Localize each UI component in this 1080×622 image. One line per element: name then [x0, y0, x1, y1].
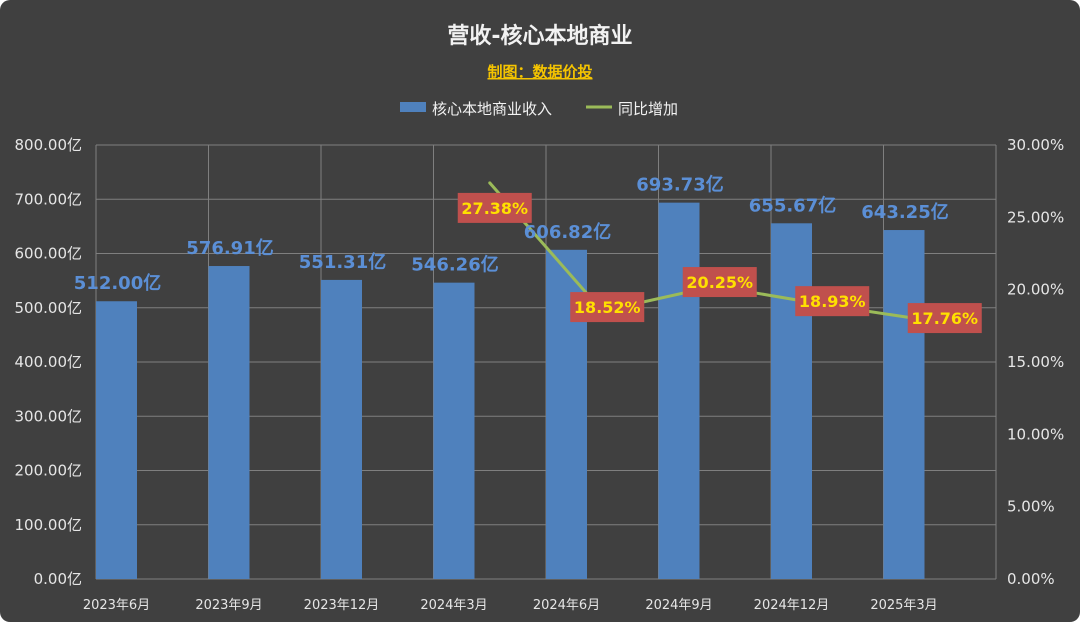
legend-label-bar: 核心本地商业收入	[432, 100, 552, 118]
y-axis-right: 0.00% 5.00% 10.00% 15.00% 20.00% 25.00% 30.00%	[1007, 136, 1064, 588]
x-tick-label: 2024年12月	[754, 598, 830, 613]
y-left-tick-label: 600.00亿	[15, 245, 83, 263]
pct-value-label: 18.52%	[574, 298, 641, 317]
y-right-tick-label: 0.00%	[1007, 570, 1055, 588]
bar-value-label: 551.31亿	[299, 251, 386, 273]
y-axis-left: 0.00亿 100.00亿 200.00亿 300.00亿 400.00亿 500.00亿…	[15, 136, 83, 588]
pct-value-label: 17.76%	[911, 309, 978, 328]
pct-value-label: 18.93%	[799, 292, 866, 311]
chart-title: 营收-核心本地商业	[447, 23, 632, 49]
pct-label-group: 17.76%	[907, 303, 982, 334]
y-left-tick-label: 200.00亿	[15, 462, 83, 480]
x-tick-label: 2024年3月	[420, 598, 487, 613]
legend-swatch-bar	[400, 102, 426, 112]
y-left-tick-label: 100.00亿	[15, 516, 83, 534]
y-left-tick-label: 400.00亿	[15, 353, 83, 371]
bar	[96, 301, 137, 579]
legend: 核心本地商业收入 同比增加	[400, 100, 678, 118]
yoy-point	[488, 181, 492, 185]
bar	[321, 279, 362, 579]
bar-value-label: 576.91亿	[186, 237, 273, 259]
y-left-tick-label: 500.00亿	[15, 299, 83, 317]
chart-subtitle: 制图：数据价投	[487, 63, 592, 81]
x-tick-label: 2023年9月	[195, 598, 262, 613]
bar-value-label: 643.25亿	[861, 201, 948, 223]
x-tick-label: 2023年6月	[83, 598, 150, 613]
y-left-tick-label: 700.00亿	[15, 190, 83, 208]
bar-value-label: 606.82亿	[524, 221, 611, 243]
pct-label-box	[570, 292, 645, 323]
y-right-tick-label: 10.00%	[1007, 425, 1064, 443]
pct-label-group: 18.93%	[795, 286, 870, 317]
bar-value-label: 655.67亿	[749, 194, 836, 216]
pct-label-box	[795, 286, 870, 317]
bar-labels: 512.00亿 576.91亿 551.31亿 546.26亿 606.82亿 693.7…	[74, 174, 949, 295]
x-axis: 2023年6月 2023年9月 2023年12月 2024年3月 2024年6月 2024…	[83, 598, 938, 613]
bar-value-label: 512.00亿	[74, 272, 161, 294]
bars	[96, 202, 925, 580]
y-right-tick-label: 5.00%	[1007, 498, 1055, 516]
bar-value-label: 546.26亿	[411, 254, 498, 276]
pct-label-group: 20.25%	[682, 267, 757, 298]
pct-value-label: 20.25%	[686, 273, 753, 292]
bar	[208, 266, 250, 579]
x-tick-label: 2023年12月	[304, 598, 380, 613]
pct-label-box	[457, 192, 532, 223]
pct-labels: 27.38% 18.52% 20.25% 18.93% 17.76%	[457, 192, 982, 334]
bar	[658, 202, 700, 579]
y-right-tick-label: 15.00%	[1007, 353, 1064, 371]
y-right-tick-label: 25.00%	[1007, 208, 1064, 226]
pct-label-group: 18.52%	[570, 292, 645, 323]
legend-label-line: 同比增加	[618, 100, 678, 118]
pct-label-box	[907, 303, 982, 334]
y-right-tick-label: 20.00%	[1007, 281, 1064, 299]
y-left-tick-label: 300.00亿	[15, 407, 83, 425]
pct-label-box	[682, 267, 757, 298]
bar	[433, 282, 475, 579]
bar	[883, 230, 925, 580]
pct-value-label: 27.38%	[461, 199, 528, 218]
pct-label-group: 27.38%	[457, 192, 532, 223]
bar-value-label: 693.73亿	[636, 174, 723, 196]
x-tick-label: 2024年6月	[533, 598, 600, 613]
y-left-tick-label: 0.00亿	[34, 570, 82, 588]
x-tick-label: 2024年9月	[645, 598, 712, 613]
bar	[771, 223, 812, 580]
y-right-tick-label: 30.00%	[1007, 136, 1064, 154]
y-left-tick-label: 800.00亿	[15, 136, 83, 154]
x-tick-label: 2025年3月	[870, 598, 937, 613]
